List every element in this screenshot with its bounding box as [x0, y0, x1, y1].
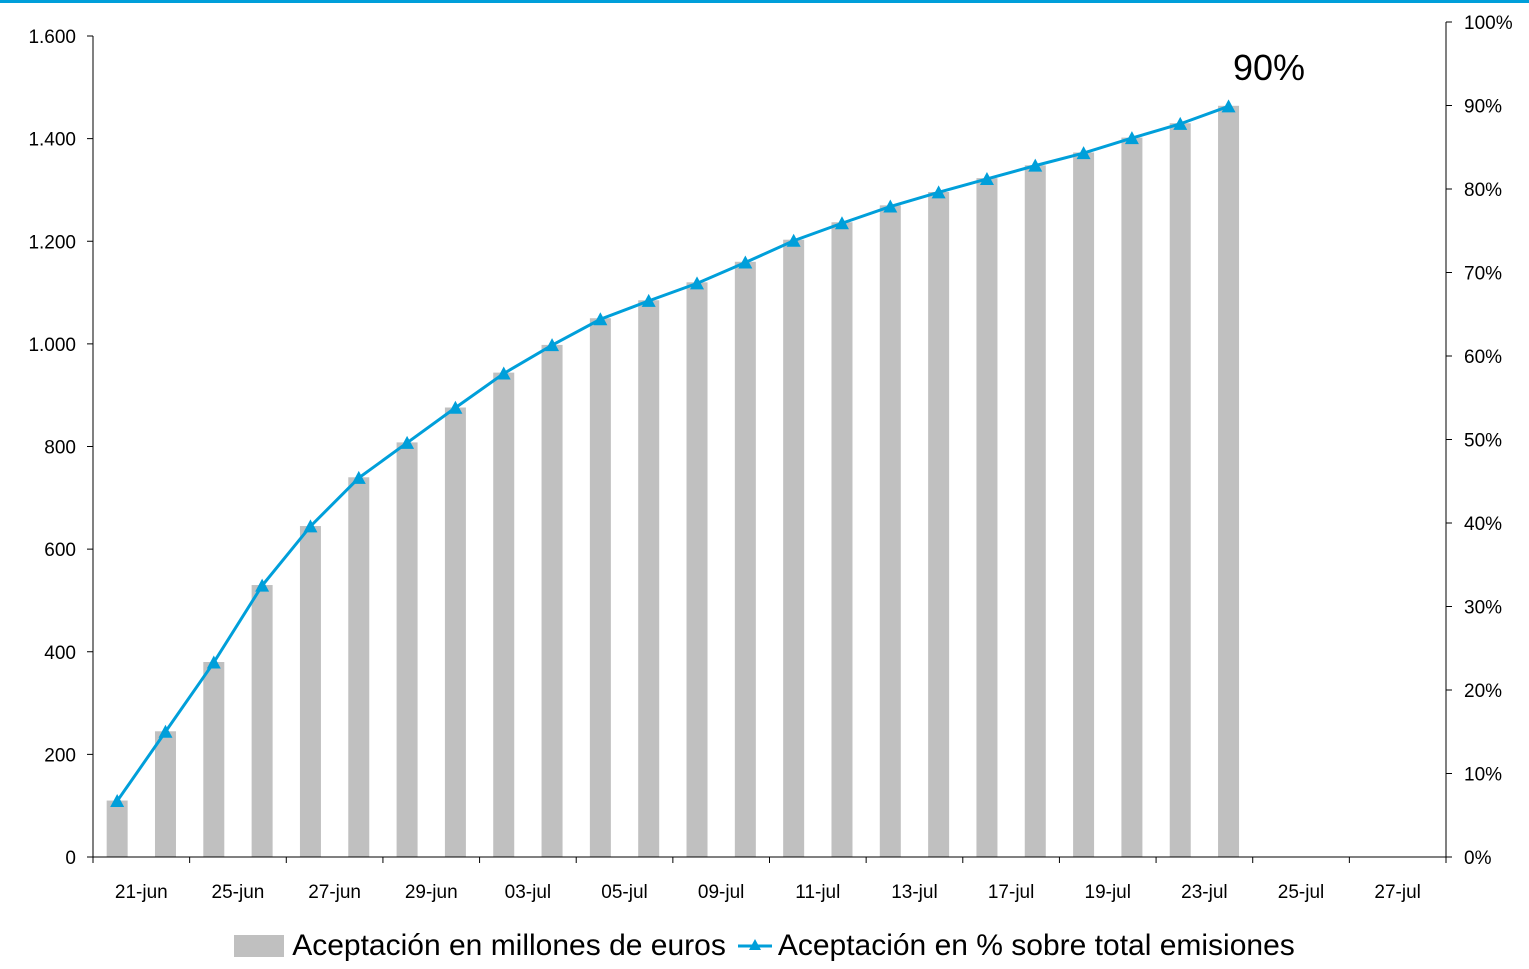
x-tick-label: 13-jul [891, 882, 937, 903]
line-marker [786, 233, 801, 247]
y-left-tick-label: 0 [65, 848, 76, 869]
y-right-tick-label: 70% [1464, 264, 1502, 285]
legend-swatch-line [737, 939, 772, 950]
bar [734, 261, 756, 857]
line-marker [448, 400, 463, 414]
line-marker [883, 199, 898, 213]
line-marker [641, 293, 656, 307]
bar [493, 372, 515, 857]
bar [1218, 105, 1240, 857]
bar [831, 222, 853, 857]
bar [928, 191, 950, 858]
x-tick-label: 03-jul [505, 882, 551, 903]
x-tick-label: 27-jul [1374, 882, 1420, 903]
line-marker [738, 255, 753, 269]
y-left-tick-label: 1.600 [28, 27, 76, 48]
x-tick-label: 27-jun [308, 882, 361, 903]
line-marker [303, 519, 318, 533]
line-marker [158, 724, 173, 738]
bar [686, 282, 708, 857]
line-marker [400, 435, 415, 449]
line-marker [1028, 158, 1043, 172]
x-tick-label: 23-jul [1181, 882, 1227, 903]
bar [1073, 152, 1095, 857]
legend-label-bars: Aceptación en millones de euros [292, 929, 726, 962]
legend-swatch-bar [234, 935, 285, 957]
line-marker [690, 276, 705, 290]
line-path [115, 104, 1230, 802]
y-right-tick-label: 40% [1464, 514, 1502, 535]
y-right-tick-label: 60% [1464, 347, 1502, 368]
bar [638, 300, 660, 857]
legend-item-line: Aceptación en % sobre total emisiones [737, 929, 1295, 963]
line-marker [206, 655, 221, 669]
bar [154, 731, 176, 857]
line-marker [545, 338, 560, 352]
bar [348, 477, 370, 857]
bar [783, 239, 805, 857]
bar [106, 800, 128, 857]
legend-item-bars: Aceptación en millones de euros [234, 929, 726, 963]
bar [541, 344, 563, 857]
legend: Aceptación en millones de euros Aceptaci… [0, 926, 1529, 966]
x-tick-label: 17-jul [988, 882, 1034, 903]
axes: 0 200 400 600 800 1.000 1.200 1.400 1.600 0% 10% 20… [28, 13, 1512, 903]
bar-series [106, 105, 1240, 858]
y-left-tick-label: 400 [44, 643, 76, 664]
bar [1121, 137, 1143, 857]
line-marker [255, 578, 270, 592]
y-right-tick-label: 100% [1464, 13, 1513, 34]
line-marker [351, 470, 366, 484]
line-marker [834, 216, 849, 230]
x-tick-label: 09-jul [698, 882, 744, 903]
x-tick-label: 11-jul [795, 882, 840, 903]
annotation-90: 90% [1233, 47, 1305, 88]
line-marker [931, 185, 946, 199]
bar [251, 585, 273, 857]
y-left-tick-label: 600 [44, 540, 76, 561]
bar [299, 526, 321, 857]
x-tick-label: 29-jun [405, 882, 458, 903]
line-marker [593, 312, 608, 326]
chart: 0 200 400 600 800 1.000 1.200 1.400 1.600 0% 10% 20… [28, 13, 1512, 903]
bar [589, 318, 611, 857]
x-tick-label: 05-jul [601, 882, 647, 903]
bar [444, 407, 466, 857]
top-accent-rule [0, 0, 1529, 3]
y-right-tick-label: 10% [1464, 765, 1502, 786]
legend-label-line: Aceptación en % sobre total emisiones [777, 929, 1295, 962]
line-marker [496, 366, 511, 380]
bar [879, 205, 901, 858]
y-right-tick-label: 50% [1464, 431, 1502, 452]
y-right-tick-label: 20% [1464, 681, 1502, 702]
x-tick-label: 25-jul [1278, 882, 1324, 903]
x-tick-label: 25-jun [212, 882, 265, 903]
y-left-tick-label: 1.400 [28, 130, 76, 151]
y-left-tick-label: 800 [44, 438, 76, 459]
line-marker [1221, 99, 1236, 113]
x-tick-label: 21-jun [115, 882, 168, 903]
bar [203, 662, 225, 857]
y-left-tick-label: 1.000 [28, 335, 76, 356]
line-marker [1173, 116, 1188, 130]
line-marker [979, 171, 994, 185]
y-right-tick-label: 80% [1464, 180, 1502, 201]
x-tick-label: 19-jul [1085, 882, 1131, 903]
line-marker [1076, 146, 1091, 160]
y-right-tick-label: 30% [1464, 598, 1502, 619]
bar [976, 178, 998, 857]
y-right-tick-label: 0% [1464, 848, 1492, 869]
y-left-tick-label: 200 [44, 745, 76, 766]
bar [1169, 123, 1191, 857]
y-right-tick-label: 90% [1464, 97, 1502, 118]
bar [396, 442, 418, 857]
bar [1024, 165, 1046, 857]
line-marker [1124, 131, 1139, 145]
line-series [110, 99, 1236, 808]
y-left-tick-label: 1.200 [28, 232, 76, 253]
line-marker [110, 794, 125, 808]
